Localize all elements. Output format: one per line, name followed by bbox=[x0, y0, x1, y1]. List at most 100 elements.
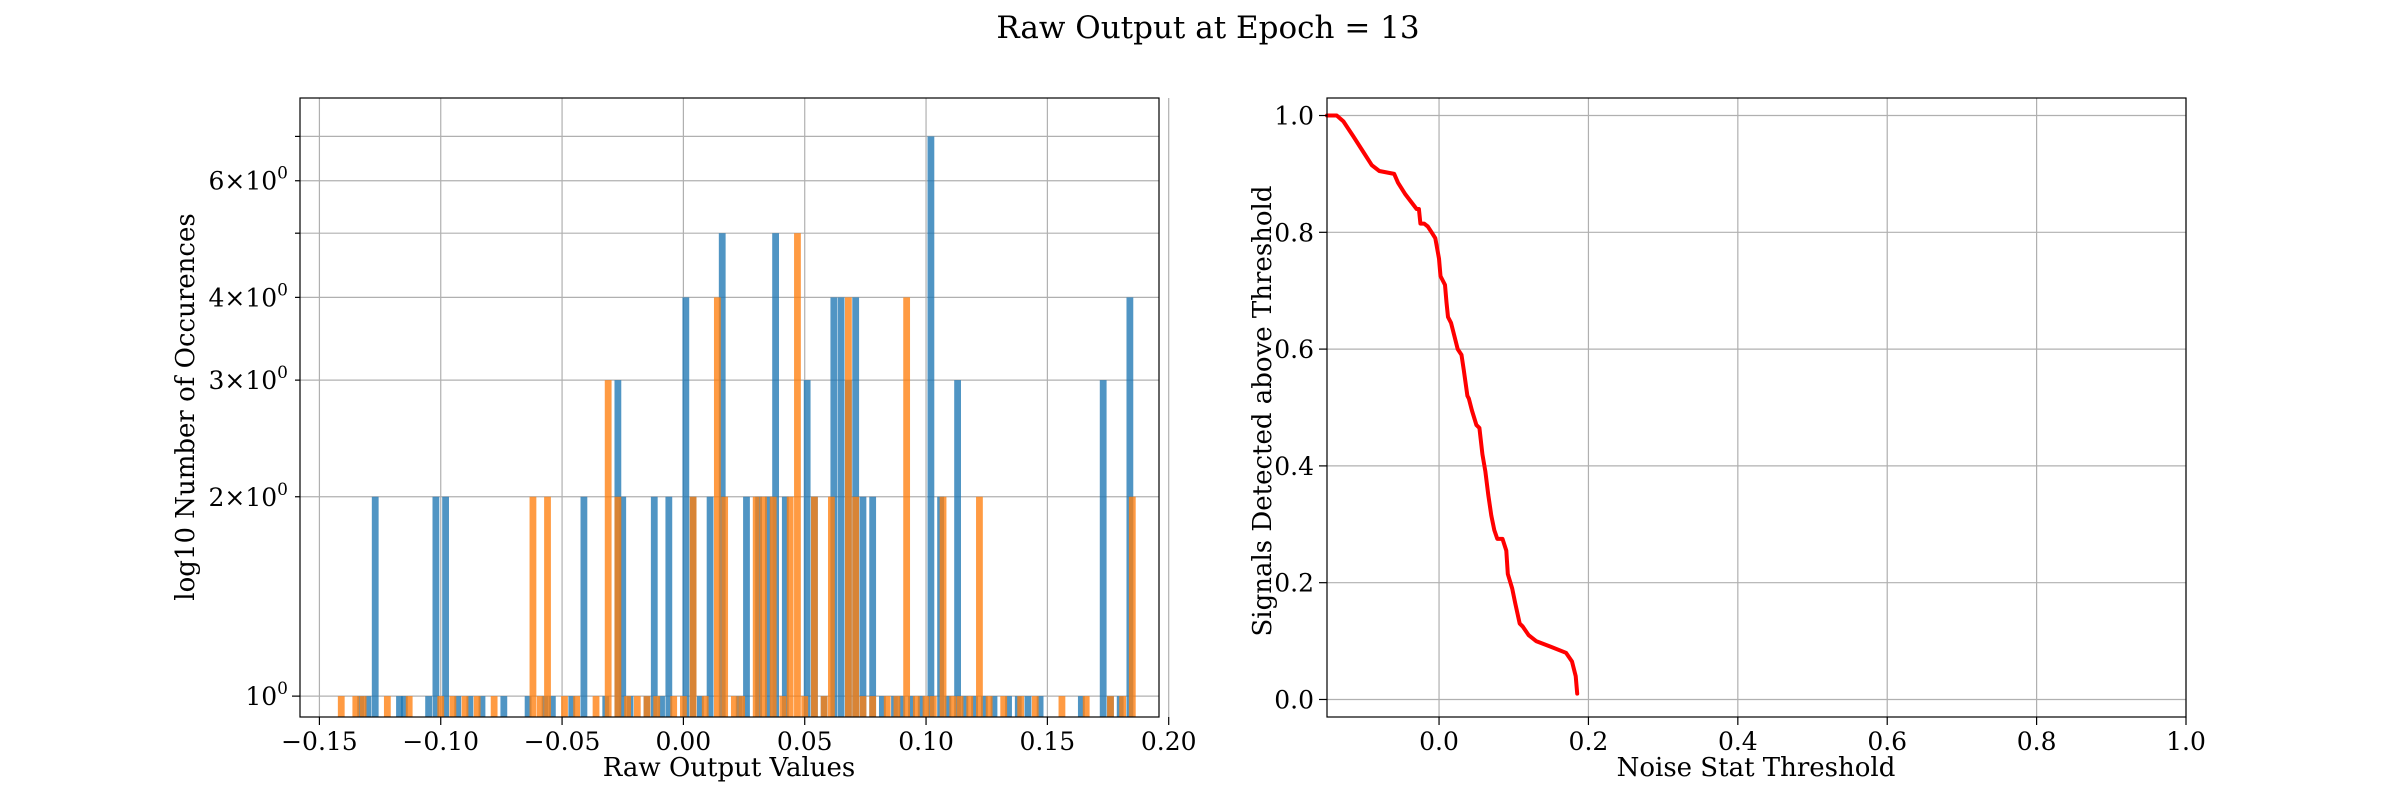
histogram-bar-orange bbox=[966, 696, 974, 717]
histogram-bar-orange bbox=[536, 696, 544, 717]
line-chart-y-tick-label: 0.0 bbox=[1274, 685, 1314, 714]
histogram-bar-blue bbox=[500, 696, 508, 717]
histogram-bar-blue bbox=[400, 696, 408, 717]
histogram-bar-orange bbox=[670, 696, 678, 717]
histogram-x-tick-label: 0.05 bbox=[777, 727, 833, 756]
histogram-bar-blue bbox=[743, 496, 750, 717]
histogram-bar-orange bbox=[689, 496, 697, 717]
histogram-bar-orange bbox=[713, 297, 721, 717]
histogram-bar-blue bbox=[658, 696, 665, 717]
histogram-plot-frame bbox=[299, 97, 1160, 718]
histogram-bar-orange bbox=[956, 696, 964, 717]
histogram-bar-orange bbox=[786, 496, 794, 717]
line-chart-grid bbox=[1327, 98, 2187, 717]
line-chart-y-tick-label: 1.0 bbox=[1274, 102, 1314, 131]
histogram-bar-orange bbox=[679, 696, 687, 717]
line-chart-y-tick-label: 0.8 bbox=[1274, 218, 1314, 247]
histogram-bar-blue bbox=[781, 496, 789, 717]
histogram-bar-blue bbox=[954, 380, 961, 717]
histogram-bar-blue bbox=[454, 696, 462, 717]
histogram-bar-orange bbox=[1031, 696, 1039, 717]
histogram-bar-blue bbox=[364, 696, 372, 717]
threshold-line-chart: 0.0 0.2 0.4 0.6 0.8 1.0 0.0 0.2 0.4 0.6 0.8 1.0 Noi… bbox=[1248, 97, 2206, 783]
histogram-bar-orange bbox=[405, 696, 413, 717]
line-chart-x-tick-label: 0.8 bbox=[2017, 727, 2057, 756]
histogram-bar-orange bbox=[473, 696, 481, 717]
histogram-bar-orange bbox=[529, 496, 537, 717]
histogram-bar-blue bbox=[869, 496, 877, 717]
histogram-bar-orange bbox=[1128, 496, 1136, 717]
histogram-bar-orange bbox=[1119, 696, 1126, 717]
histogram-bar-orange bbox=[976, 496, 983, 717]
histogram-bar-orange bbox=[929, 696, 937, 717]
histogram-x-tick-label: −0.15 bbox=[281, 727, 358, 756]
line-chart-x-axis-label: Noise Stat Threshold bbox=[1617, 753, 1896, 783]
line-chart-y-tick-label: 0.4 bbox=[1274, 452, 1314, 481]
histogram-bar-blue bbox=[908, 696, 915, 717]
histogram-bar-orange bbox=[949, 696, 957, 717]
histogram-bar-orange bbox=[820, 696, 828, 717]
histogram-bar-blue bbox=[944, 696, 952, 717]
line-chart-tick-labels: 0.0 0.2 0.4 0.6 0.8 1.0 0.0 0.2 0.4 0.6 0.8 1.0 bbox=[1274, 102, 2206, 756]
histogram-bar-orange bbox=[811, 496, 818, 717]
histogram-bar-blue bbox=[1099, 380, 1107, 717]
histogram-bar-orange bbox=[1017, 696, 1025, 717]
figure-title: Raw Output at Epoch = 13 bbox=[996, 10, 1419, 46]
histogram-bar-orange bbox=[653, 696, 661, 717]
histogram-bar-orange bbox=[769, 496, 777, 717]
line-chart-lines bbox=[1325, 113, 1580, 696]
histogram-bar-blue bbox=[859, 496, 867, 717]
histogram-y-tick-label: 3×100 bbox=[209, 363, 289, 395]
histogram-bar-blue bbox=[764, 496, 772, 717]
histogram-bar-blue bbox=[961, 696, 969, 717]
histogram-bar-orange bbox=[779, 696, 787, 717]
line-chart-y-tick-label: 0.6 bbox=[1274, 335, 1314, 364]
histogram-bar-orange bbox=[461, 696, 469, 717]
histogram-bar-orange bbox=[1082, 696, 1090, 717]
histogram-bar-orange bbox=[544, 496, 551, 717]
histogram-bar-orange bbox=[893, 696, 901, 717]
histogram-bar-orange bbox=[437, 696, 445, 717]
histogram-bar-orange bbox=[883, 696, 891, 717]
histogram-bar-blue bbox=[706, 496, 714, 717]
histogram-bars bbox=[337, 136, 1136, 717]
histogram-bar-orange bbox=[922, 696, 930, 717]
histogram-bar-blue bbox=[580, 496, 588, 717]
histogram-bar-orange bbox=[359, 696, 367, 717]
histogram-bar-orange bbox=[643, 696, 651, 717]
histogram-bar-orange bbox=[912, 696, 920, 717]
histogram-bar-orange bbox=[604, 380, 612, 717]
histogram-bar-orange bbox=[801, 696, 809, 717]
line-chart-series-line bbox=[1325, 113, 1580, 696]
line-chart-x-tick-label: 1.0 bbox=[2166, 727, 2206, 756]
histogram-bar-blue bbox=[718, 233, 726, 717]
histogram-bar-orange bbox=[939, 496, 947, 717]
histogram-x-tick-label: 0.00 bbox=[656, 727, 712, 756]
histogram-bar-blue bbox=[1036, 696, 1044, 717]
histogram-bar-blue bbox=[927, 136, 935, 717]
histogram-bar-orange bbox=[859, 696, 867, 717]
histogram-bar-blue bbox=[568, 696, 576, 717]
histogram-y-tick-label: 2×100 bbox=[209, 480, 289, 512]
histogram-bar-orange bbox=[561, 696, 568, 717]
histogram-bar-blue bbox=[696, 696, 704, 717]
histogram-bar-orange bbox=[1107, 696, 1114, 717]
histogram-x-axis-label: Raw Output Values bbox=[603, 753, 855, 783]
histogram-y-tick-label: 4×100 bbox=[209, 280, 289, 312]
histogram-bar-orange bbox=[614, 496, 622, 717]
histogram-bar-blue bbox=[1024, 696, 1032, 717]
histogram-bar-orange bbox=[573, 696, 581, 717]
histogram-bar-blue bbox=[803, 380, 811, 717]
histogram-bar-blue bbox=[990, 696, 998, 717]
histogram-bar-orange bbox=[730, 696, 738, 717]
histogram-bar-orange bbox=[828, 496, 835, 717]
histogram-bar-blue bbox=[837, 297, 845, 717]
histogram-bar-blue bbox=[371, 496, 379, 717]
histogram-bar-orange bbox=[903, 297, 911, 717]
histogram-bar-orange bbox=[449, 696, 457, 717]
histogram-bar-orange bbox=[624, 696, 631, 717]
histogram-bar-orange bbox=[1058, 696, 1066, 717]
histogram-bar-blue bbox=[878, 696, 886, 717]
line-chart-x-tick-label: 0.6 bbox=[1867, 727, 1907, 756]
histogram-bar-blue bbox=[425, 696, 433, 717]
